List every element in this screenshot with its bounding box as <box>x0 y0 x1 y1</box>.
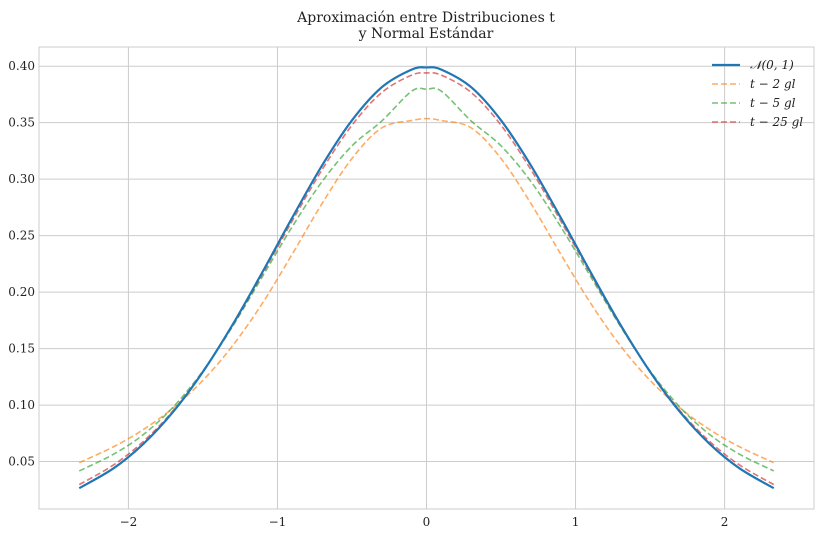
legend-label-1: t − 2 gl <box>750 77 796 91</box>
x-tick-label: 0 <box>423 515 431 529</box>
legend-label-0: 𝒩(0, 1) <box>750 58 794 72</box>
legend-label-3: t − 25 gl <box>750 115 803 129</box>
series-group <box>78 66 775 490</box>
y-tick-label: 0.10 <box>8 398 35 412</box>
grid-group <box>39 47 814 509</box>
y-tick-label: 0.35 <box>8 116 35 130</box>
y-tick-label: 0.20 <box>8 285 35 299</box>
y-tick-label: 0.40 <box>8 59 35 73</box>
plot-frame <box>38 46 815 510</box>
legend-label-2: t − 5 gl <box>750 96 796 110</box>
y-tick-label: 0.15 <box>8 342 35 356</box>
x-tick-labels: −2 −1 0 1 2 <box>120 515 729 529</box>
y-tick-labels: 0.05 0.10 0.15 0.20 0.25 0.30 0.35 0.40 <box>8 59 35 468</box>
x-tick-label: −1 <box>269 515 287 529</box>
legend: 𝒩(0, 1) t − 2 gl t − 5 gl t − 25 gl <box>712 58 803 129</box>
x-tick-label: 2 <box>721 515 729 529</box>
y-tick-label: 0.05 <box>8 455 35 469</box>
x-tick-label: −2 <box>120 515 138 529</box>
y-tick-label: 0.30 <box>8 172 35 186</box>
x-tick-label: 1 <box>572 515 580 529</box>
y-tick-label: 0.25 <box>8 229 35 243</box>
chart-title-line1: Aproximación entre Distribuciones t <box>296 10 555 26</box>
series-line-0 <box>78 66 775 490</box>
series-line-3 <box>78 72 775 486</box>
series-line-1 <box>78 117 775 464</box>
chart-title-line2: y Normal Estándar <box>358 26 494 42</box>
